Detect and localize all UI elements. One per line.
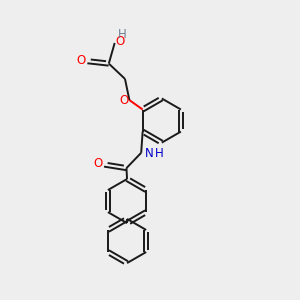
- Text: O: O: [93, 157, 103, 170]
- Text: N: N: [145, 148, 154, 160]
- Text: O: O: [116, 35, 125, 48]
- Text: H: H: [118, 28, 127, 41]
- Text: H: H: [155, 148, 164, 160]
- Text: O: O: [119, 94, 129, 107]
- Text: O: O: [76, 54, 86, 67]
